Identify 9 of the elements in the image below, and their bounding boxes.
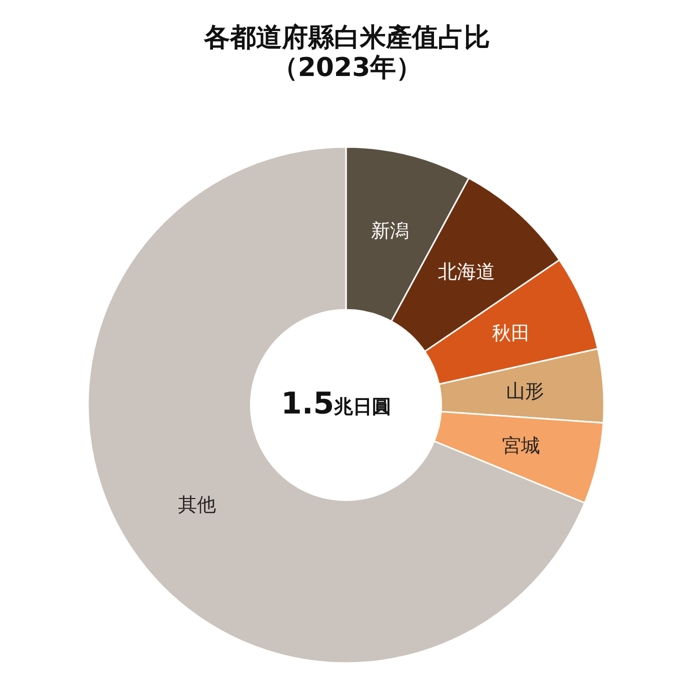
slice-label: 北海道 <box>438 260 495 283</box>
slice-label: 其他 <box>178 494 216 516</box>
slice-label: 宮城 <box>502 434 540 457</box>
chart-title: 各都道府縣白米產值占比 <box>203 23 490 53</box>
slice-label: 山形 <box>506 380 544 402</box>
slice-label: 新潟 <box>371 220 410 242</box>
slice-label: 秋田 <box>492 322 530 345</box>
text: 1.5兆日圓 <box>281 386 392 422</box>
chart-subtitle: （2023年） <box>272 53 422 83</box>
